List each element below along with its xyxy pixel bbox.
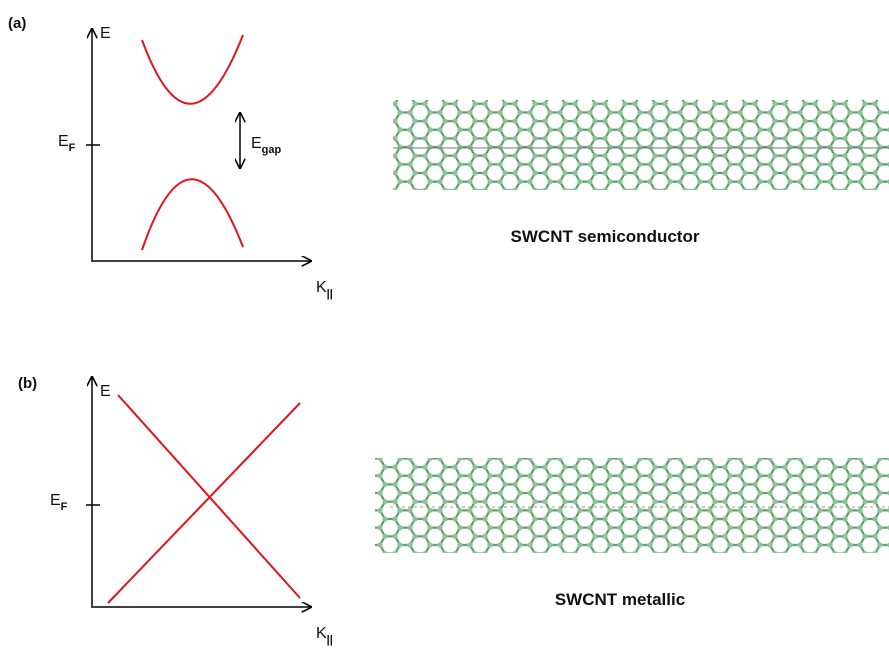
fermi-label: EF: [50, 492, 68, 513]
energy-label: E: [100, 383, 111, 400]
caption: SWCNT metallic: [555, 590, 685, 609]
k-main: K: [316, 625, 327, 642]
diagram: (a) E EF K|| Egap SWCNT semiconductor (b…: [0, 0, 889, 657]
gap-sub: gap: [262, 144, 282, 156]
k-main: K: [316, 279, 327, 296]
panel-label: (a): [8, 15, 26, 32]
nanotube: [393, 100, 889, 190]
momentum-label: K||: [316, 279, 333, 300]
fermi-main: E: [50, 492, 61, 509]
fermi-label: EF: [58, 133, 76, 154]
k-sub: ||: [327, 288, 333, 300]
momentum-label: K||: [316, 625, 333, 646]
fermi-main: E: [58, 133, 69, 150]
fermi-sub: F: [61, 501, 68, 513]
panel-b: (b) E EF K|| SWCNT metallic: [18, 375, 889, 646]
k-sub: ||: [327, 634, 333, 646]
gap-main: E: [251, 135, 262, 152]
conduction-band: [142, 35, 243, 104]
gap-label: Egap: [251, 135, 282, 156]
panel-label: (b): [18, 375, 37, 392]
energy-label: E: [100, 25, 111, 42]
caption: SWCNT semiconductor: [511, 227, 700, 246]
band-up: [108, 403, 300, 603]
valence-band: [142, 179, 243, 250]
panel-a: (a) E EF K|| Egap SWCNT semiconductor: [8, 15, 889, 300]
nanotube: [375, 458, 889, 553]
fermi-sub: F: [69, 142, 76, 154]
